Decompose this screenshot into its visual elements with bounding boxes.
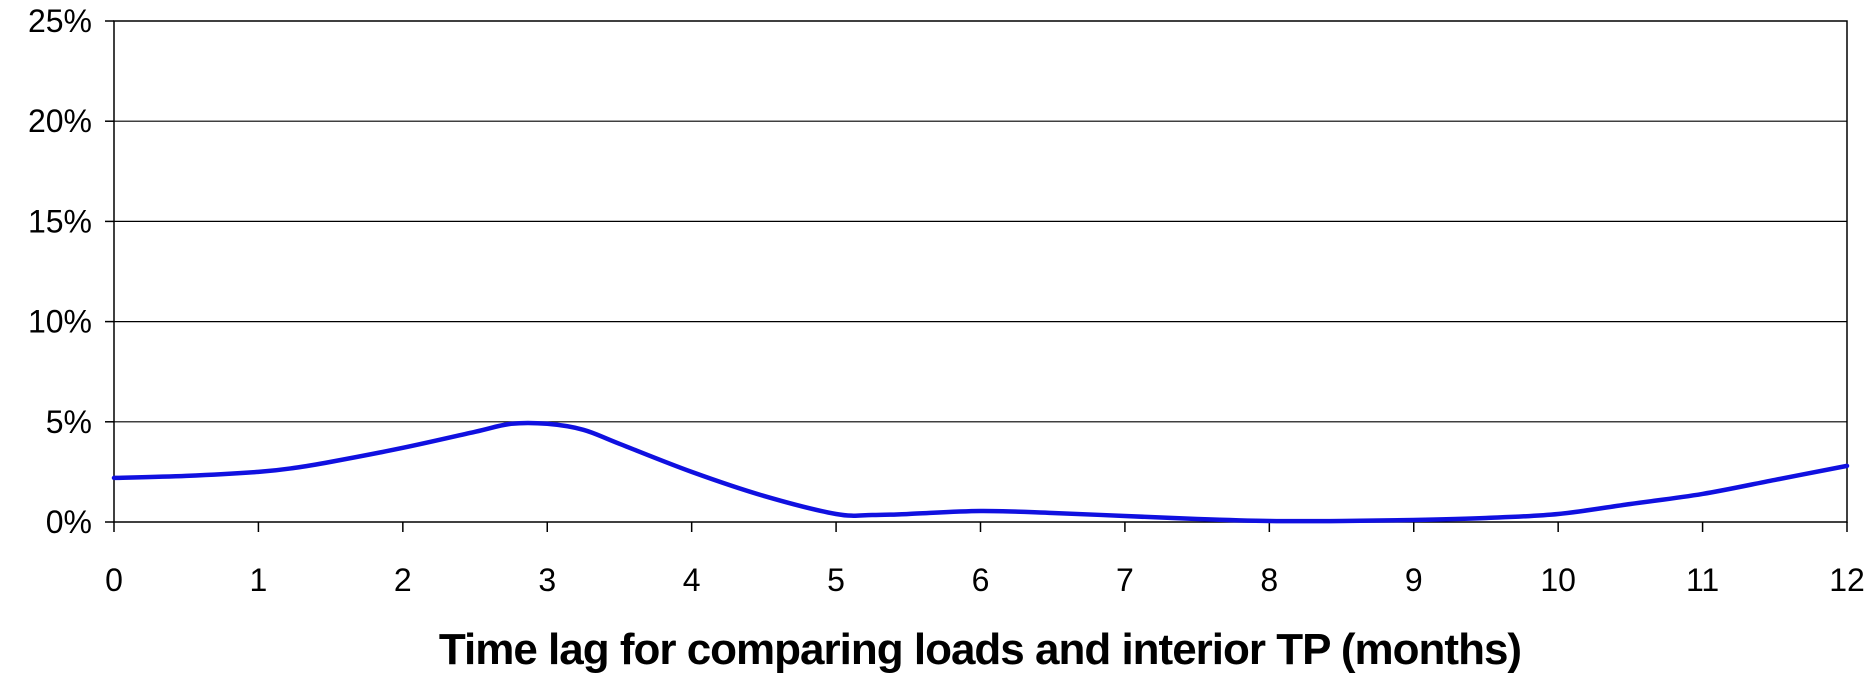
y-tick-label: 20% [28,103,92,139]
plot-area [113,20,1848,523]
x-tick-label: 10 [1540,562,1576,598]
gridlines [114,120,1847,423]
y-tick-label: 10% [28,304,92,340]
x-tick-label: 2 [394,562,412,598]
x-tick-label: 7 [1116,562,1134,598]
x-tick-label: 0 [105,562,123,598]
y-tick-label: 25% [28,3,92,39]
x-tick-label: 11 [1686,562,1719,598]
series-group [111,420,1850,524]
x-tick-label: 8 [1260,562,1278,598]
x-tick-label: 12 [1829,562,1865,598]
y-axis: 0% 5% 10% 15% 20% 25% [28,3,114,540]
x-tick-label: 5 [827,562,845,598]
x-axis-title: Time lag for comparing loads and interio… [439,625,1521,674]
y-tick-label: 5% [46,404,92,440]
series-line [111,420,1850,524]
x-tick-label: 4 [683,562,701,598]
x-tick-label: 9 [1405,562,1423,598]
x-axis: 0 1 2 3 4 5 6 7 8 9 10 11 12 [105,522,1865,598]
x-tick-label: 3 [538,562,556,598]
x-tick-label: 1 [250,562,268,598]
x-tick-label: 6 [972,562,990,598]
y-tick-label: 15% [28,203,92,239]
y-tick-label: 0% [46,504,92,540]
